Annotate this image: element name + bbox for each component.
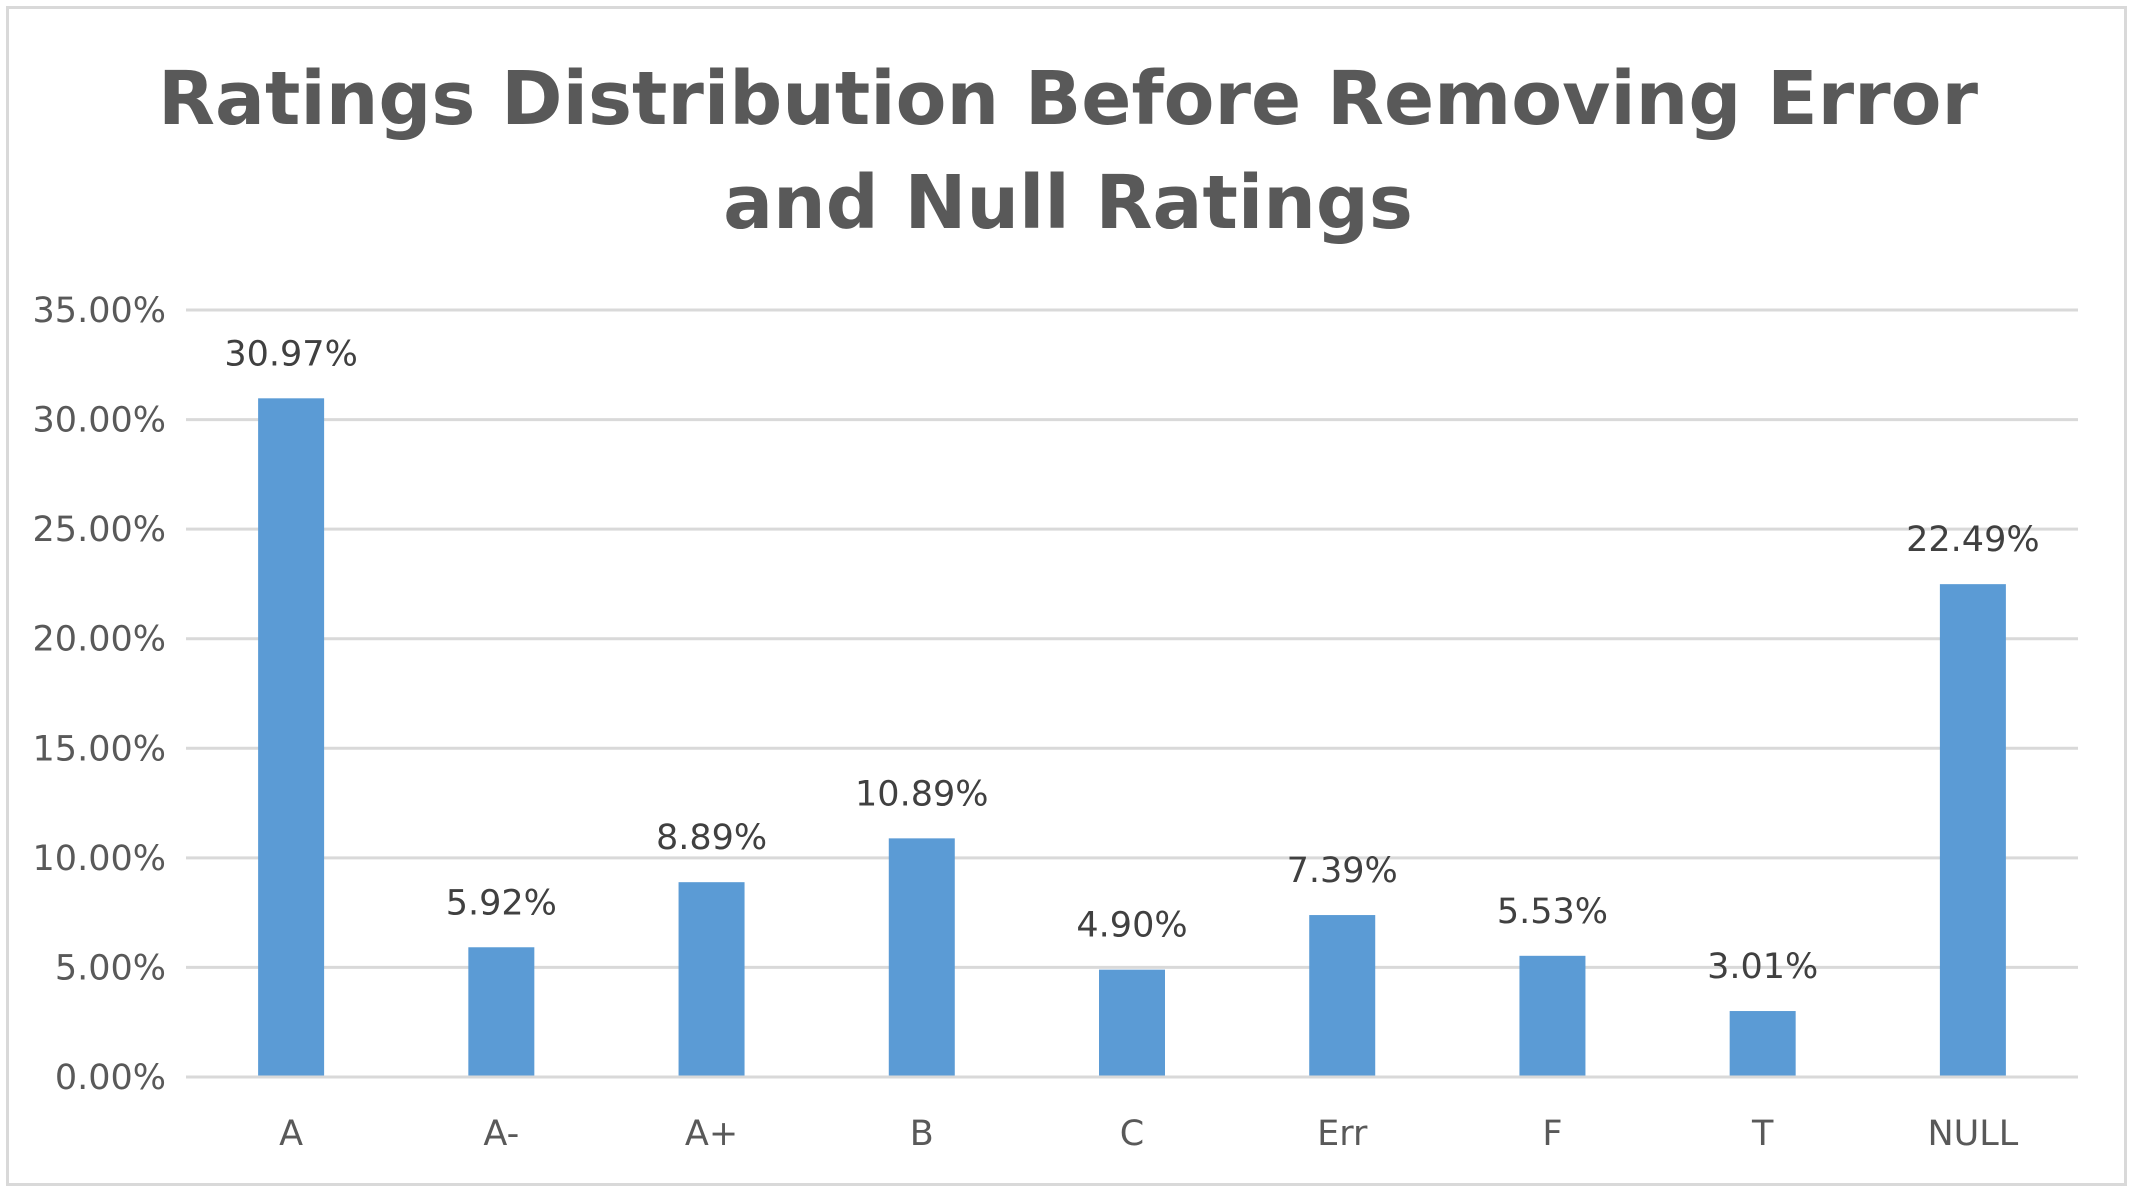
x-tick-label: F (1542, 1114, 1562, 1154)
x-tick-label: C (1120, 1114, 1144, 1154)
data-label: 22.49% (1906, 520, 2039, 560)
data-label: 8.89% (656, 818, 767, 858)
x-tick-label: A- (483, 1114, 519, 1154)
data-labels: 30.97% 5.92% 8.89% 10.89% 4.90% 7.39% 5.53% 3.0… (224, 334, 2039, 987)
data-label: 5.53% (1497, 892, 1608, 932)
bar-B (888, 838, 955, 1077)
bars (258, 398, 2006, 1077)
data-label: 5.92% (446, 883, 557, 923)
y-tick-label: 5.00% (55, 948, 166, 988)
chart-title-line-2: and Null Ratings (723, 160, 1413, 246)
data-label: 3.01% (1707, 947, 1818, 987)
x-tick-label: NULL (1927, 1114, 2018, 1154)
bar-A+ (678, 882, 745, 1077)
y-tick-label: 35.00% (33, 291, 166, 331)
x-tick-label: Err (1317, 1114, 1368, 1154)
y-tick-label: 10.00% (33, 839, 166, 879)
chart-title: Ratings Distribution Before Removing Err… (158, 56, 1978, 246)
bar-A- (468, 947, 535, 1077)
bar-C (1099, 969, 1165, 1077)
chart-frame (6, 6, 2127, 1186)
bar-Err (1309, 915, 1376, 1077)
y-axis: 0.00% 5.00% 10.00% 15.00% 20.00% 25.00% 30.00%… (33, 291, 166, 1098)
y-tick-label: 20.00% (33, 620, 166, 660)
y-tick-label: 30.00% (33, 401, 166, 441)
bar-T (1729, 1011, 1796, 1077)
data-label: 4.90% (1076, 906, 1187, 946)
chart-title-line-1: Ratings Distribution Before Removing Err… (158, 56, 1978, 142)
data-label: 7.39% (1287, 851, 1398, 891)
y-tick-label: 15.00% (33, 729, 166, 769)
x-tick-label: A (279, 1114, 303, 1154)
y-gridlines (186, 308, 2078, 969)
x-axis: A A- A+ B C Err F T NULL (186, 1075, 2078, 1154)
bar-NULL (1939, 584, 2006, 1077)
data-label: 30.97% (224, 334, 357, 374)
bar-A (258, 398, 325, 1077)
x-tick-label: A+ (685, 1114, 738, 1154)
y-tick-label: 25.00% (33, 510, 166, 550)
x-tick-label: B (910, 1114, 934, 1154)
x-tick-label: T (1751, 1114, 1774, 1154)
data-label: 10.89% (855, 774, 988, 814)
y-tick-label: 0.00% (55, 1058, 166, 1098)
bar-F (1519, 955, 1586, 1077)
